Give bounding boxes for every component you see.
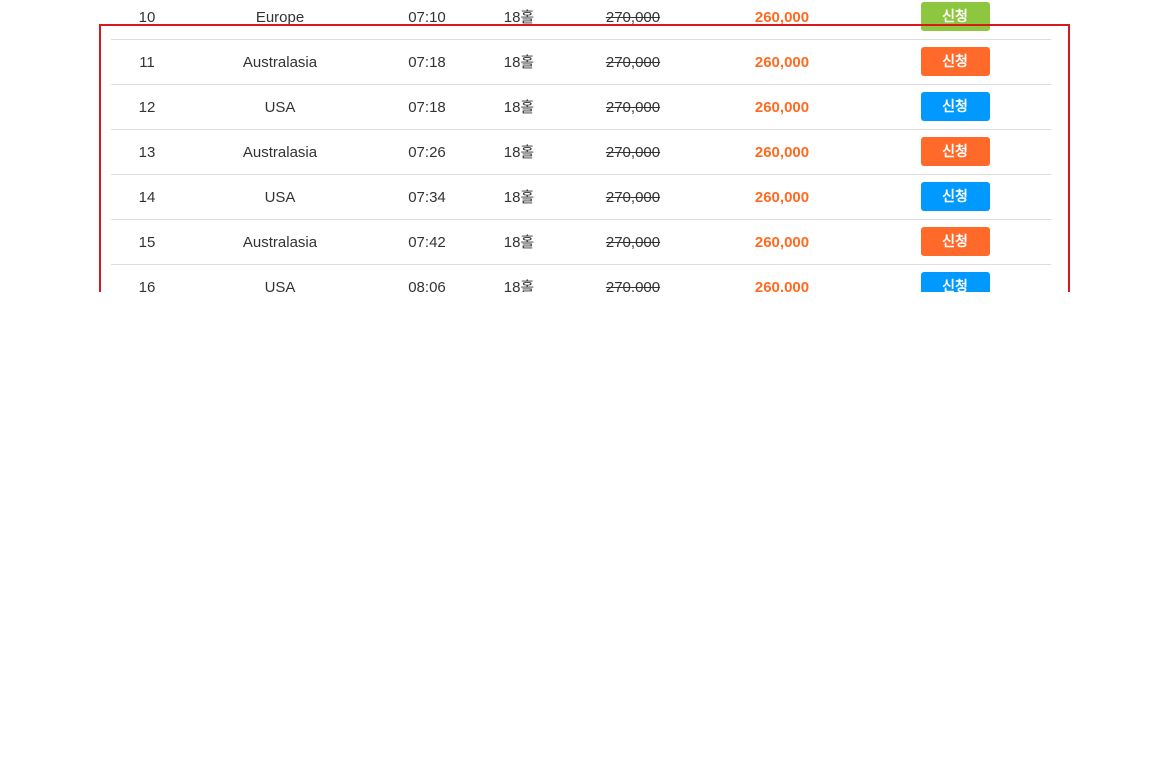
apply-button[interactable]: 신청: [921, 47, 990, 76]
apply-button[interactable]: 신청: [921, 137, 990, 166]
discount-price: 260,000: [722, 0, 842, 40]
table-row: 15 Australasia 07:42 18홀 270,000 260,000…: [111, 220, 1051, 265]
apply-cell: 신청: [909, 0, 1001, 40]
tee-time: 07:18: [387, 40, 467, 85]
discount-price: 260,000: [722, 130, 842, 175]
original-price: 270,000: [583, 130, 683, 175]
course-name: USA: [200, 175, 360, 220]
apply-button[interactable]: 신청: [921, 2, 990, 31]
course-name: USA: [200, 85, 360, 130]
hole-count: 18홀: [479, 220, 559, 265]
hole-count: 18홀: [479, 130, 559, 175]
row-number: 15: [111, 220, 183, 265]
tee-time-table: 10 Europe 07:10 18홀 270,000 260,000 신청 1…: [111, 0, 1051, 292]
table-row: 11 Australasia 07:18 18홀 270,000 260,000…: [111, 40, 1051, 85]
row-number: 11: [111, 40, 183, 85]
apply-cell: 신청: [909, 85, 1001, 130]
apply-button[interactable]: 신청: [921, 92, 990, 121]
apply-button[interactable]: 신청: [921, 272, 990, 292]
hole-count: 18홀: [479, 85, 559, 130]
table-row: 14 USA 07:34 18홀 270,000 260,000 신청: [111, 175, 1051, 220]
apply-cell: 신청: [909, 220, 1001, 265]
hole-count: 18홀: [479, 265, 559, 292]
discount-price: 260,000: [722, 40, 842, 85]
table-row: 12 USA 07:18 18홀 270,000 260,000 신청: [111, 85, 1051, 130]
tee-time: 08:06: [387, 265, 467, 292]
discount-price: 260,000: [722, 265, 842, 292]
table-row: 16 USA 08:06 18홀 270,000 260,000 신청: [111, 265, 1051, 292]
course-name: Australasia: [200, 40, 360, 85]
row-number: 12: [111, 85, 183, 130]
tee-time: 07:18: [387, 85, 467, 130]
tee-time: 07:42: [387, 220, 467, 265]
course-name: Australasia: [200, 220, 360, 265]
discount-price: 260,000: [722, 85, 842, 130]
course-name: Europe: [200, 0, 360, 40]
tee-time-list-viewport: 10 Europe 07:10 18홀 270,000 260,000 신청 1…: [0, 0, 1172, 292]
hole-count: 18홀: [479, 0, 559, 40]
tee-time: 07:10: [387, 0, 467, 40]
apply-button[interactable]: 신청: [921, 227, 990, 256]
original-price: 270,000: [583, 265, 683, 292]
tee-time: 07:34: [387, 175, 467, 220]
course-name: USA: [200, 265, 360, 292]
apply-cell: 신청: [909, 175, 1001, 220]
row-number: 14: [111, 175, 183, 220]
course-name: Australasia: [200, 130, 360, 175]
row-number: 13: [111, 130, 183, 175]
apply-cell: 신청: [909, 40, 1001, 85]
original-price: 270,000: [583, 0, 683, 40]
original-price: 270,000: [583, 40, 683, 85]
tee-time: 07:26: [387, 130, 467, 175]
original-price: 270,000: [583, 85, 683, 130]
discount-price: 260,000: [722, 220, 842, 265]
discount-price: 260,000: [722, 175, 842, 220]
row-number: 16: [111, 265, 183, 292]
hole-count: 18홀: [479, 175, 559, 220]
table-row: 10 Europe 07:10 18홀 270,000 260,000 신청: [111, 0, 1051, 40]
hole-count: 18홀: [479, 40, 559, 85]
apply-cell: 신청: [909, 265, 1001, 292]
table-row: 13 Australasia 07:26 18홀 270,000 260,000…: [111, 130, 1051, 175]
apply-button[interactable]: 신청: [921, 182, 990, 211]
original-price: 270,000: [583, 220, 683, 265]
apply-cell: 신청: [909, 130, 1001, 175]
row-number: 10: [111, 0, 183, 40]
original-price: 270,000: [583, 175, 683, 220]
